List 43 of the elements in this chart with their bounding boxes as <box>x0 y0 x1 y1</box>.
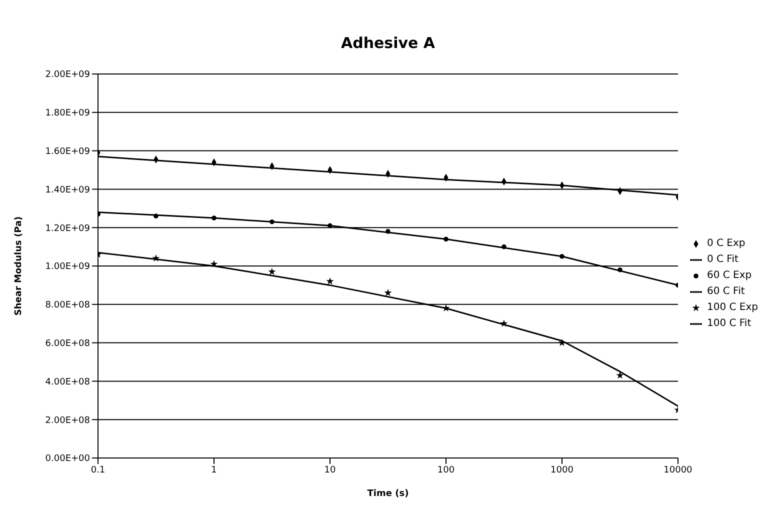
point <box>500 320 508 327</box>
legend-label: 0 C Exp <box>706 237 746 251</box>
y-tick-label: 8.00E+08 <box>45 300 90 311</box>
point <box>616 371 624 379</box>
y-tick-label: 2.00E+09 <box>45 70 90 80</box>
point <box>154 214 158 218</box>
legend-label: 100 C Fit <box>706 317 752 331</box>
y-tick-label: 2.00E+08 <box>45 416 90 426</box>
point <box>212 216 216 220</box>
point <box>386 229 390 234</box>
point <box>444 236 448 242</box>
point <box>326 277 334 285</box>
y-tick-label: 1.20E+09 <box>45 224 90 234</box>
legend-label: 100 C Exp <box>706 301 758 315</box>
point <box>328 223 332 228</box>
y-tick-label: 0.00E+00 <box>45 454 90 464</box>
y-axis-title: Shear Modulus (Pa) <box>14 216 24 316</box>
legend-label: 0 C Fit <box>706 253 738 267</box>
y-tick-label: 6.00E+08 <box>45 338 90 349</box>
point <box>558 338 566 346</box>
point <box>502 244 506 250</box>
point <box>210 260 218 268</box>
point <box>268 268 276 275</box>
x-axis-title: Time (s) <box>367 489 409 499</box>
y-tick-label: 4.00E+08 <box>45 377 90 388</box>
y-tick-label: 1.40E+09 <box>45 185 90 196</box>
point <box>384 288 392 296</box>
y-tick-label: 1.00E+09 <box>45 262 90 272</box>
x-tick-label: 100 <box>437 465 455 476</box>
legend-label: 60 C Exp <box>706 269 752 283</box>
y-tick-label: 1.60E+09 <box>45 146 90 157</box>
point <box>560 254 564 259</box>
y-tick-label: 1.80E+09 <box>45 108 90 119</box>
x-tick-label: 1 <box>211 465 217 476</box>
chart-title: Adhesive A <box>340 33 436 54</box>
x-tick-label: 1000 <box>550 465 574 476</box>
point <box>152 254 160 262</box>
point <box>270 219 274 224</box>
legend-label: 60 C Fit <box>706 285 745 299</box>
x-tick-label: 10 <box>324 465 336 476</box>
point <box>618 267 622 272</box>
x-tick-label: 0.1 <box>90 465 106 476</box>
x-tick-label: 10000 <box>664 465 693 476</box>
